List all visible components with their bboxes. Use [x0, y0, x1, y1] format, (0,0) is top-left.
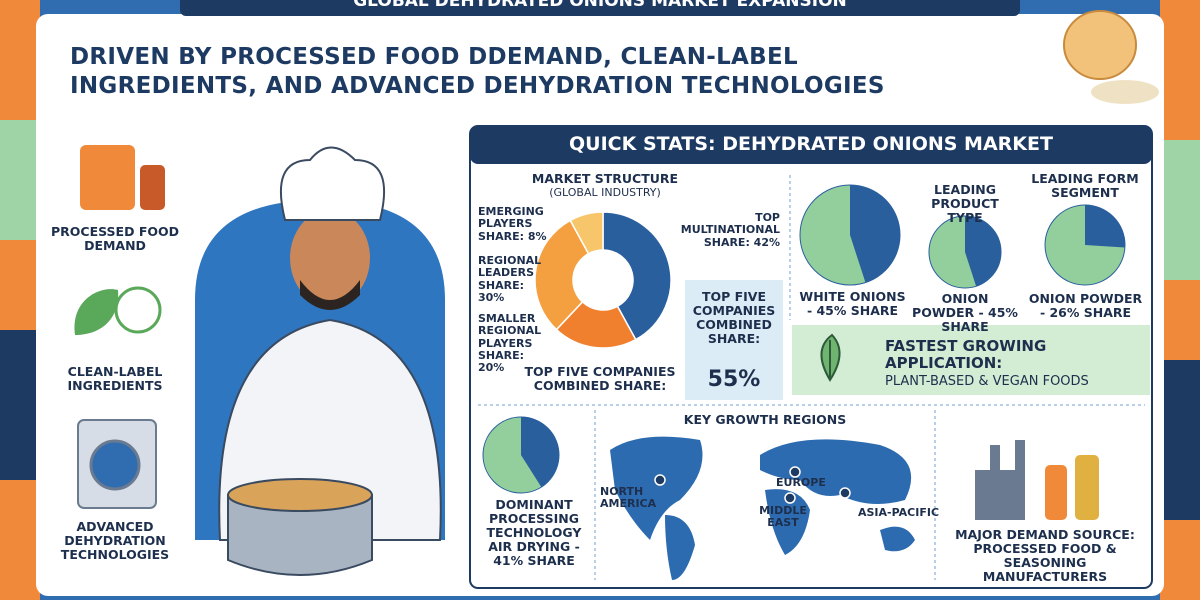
- donut-segment: [569, 211, 604, 255]
- pie-label: ONION POWDER - 45% SHARE: [912, 291, 1018, 334]
- pie-slice: [1085, 205, 1125, 248]
- application-title: FASTEST GROWING APPLICATION:: [885, 337, 1047, 372]
- pie-slice: [965, 216, 1001, 287]
- headline: DRIVEN BY PROCESSED FOOD DDEMAND, CLEAN-…: [70, 44, 798, 70]
- donut-segment: [534, 219, 590, 331]
- side-stripe: [1160, 360, 1200, 520]
- onion-powder: [1091, 80, 1159, 104]
- pie-slice: [521, 417, 559, 488]
- factory-icon: [975, 440, 1025, 520]
- side-stripe: [0, 120, 40, 240]
- region-label: NORTH AMERICA: [600, 485, 657, 511]
- segment-label: EMERGING PLAYERS SHARE: 8%: [478, 205, 547, 243]
- side-stripe: [0, 330, 40, 480]
- icon-food: [140, 165, 165, 210]
- icon-label: [114, 286, 162, 334]
- chef-head: [290, 210, 370, 306]
- top-five-label: TOP FIVE COMPANIES COMBINED SHARE:: [692, 289, 776, 346]
- segment-label: SMALLER REGIONAL PLAYERS SHARE: 20%: [478, 312, 542, 375]
- continent: [880, 526, 915, 552]
- region-label: ASIA-PACIFIC: [858, 506, 940, 519]
- stats-header: [470, 126, 1152, 164]
- continent: [765, 489, 810, 555]
- headline: INGREDIENTS, AND ADVANCED DEHYDRATION TE…: [70, 73, 885, 99]
- segment-label: REGIONAL LEADERS SHARE: 30%: [478, 254, 542, 304]
- side-stripe: [0, 0, 40, 600]
- application-value: PLANT-BASED & VEGAN FOODS: [885, 374, 1089, 389]
- region-label: EUROPE: [776, 476, 826, 489]
- top-five-box: [685, 280, 783, 400]
- sprout-icon: [820, 333, 841, 382]
- pie-label: WHITE ONIONS - 45% SHARE: [799, 289, 906, 318]
- spice-jar: [1045, 465, 1067, 520]
- stats-title: QUICK STATS: DEHYDRATED ONIONS MARKET: [569, 133, 1053, 155]
- regions-title: KEY GROWTH REGIONS: [683, 412, 847, 427]
- structure-footer: TOP FIVE COMPANIES COMBINED SHARE:: [524, 364, 676, 393]
- top-five-value: 55%: [707, 367, 761, 392]
- onion: [1063, 10, 1137, 80]
- map-pin: [789, 466, 801, 478]
- driver-label: PROCESSED FOOD DEMAND: [50, 224, 179, 253]
- pot-onions: [227, 478, 373, 512]
- map-pin: [784, 492, 796, 504]
- banner-title: GLOBAL DEHYDRATED ONIONS MARKET EXPANSIO…: [353, 0, 847, 11]
- driver-label: CLEAN-LABEL INGREDIENTS: [67, 364, 163, 393]
- icon-leaf: [74, 289, 119, 335]
- processing-label: DOMINANT PROCESSING TECHNOLOGY AIR DRYIN…: [486, 497, 582, 568]
- map-pin: [654, 474, 666, 486]
- continent: [760, 439, 912, 504]
- structure-title: MARKET STRUCTURE: [531, 171, 679, 186]
- continent: [665, 515, 695, 580]
- demand-label: MAJOR DEMAND SOURCE: PROCESSED FOOD & SE…: [955, 527, 1135, 584]
- spice-jar: [1075, 455, 1099, 520]
- chef-hat: [279, 146, 386, 221]
- continent: [610, 436, 703, 540]
- pie-label: ONION POWDER - 26% SHARE: [1028, 291, 1143, 320]
- icon-food: [80, 145, 135, 210]
- world-map: [610, 436, 915, 580]
- segment-label: TOP MULTINATIONAL SHARE: 42%: [680, 211, 780, 249]
- side-stripe: [1160, 140, 1200, 280]
- pie-slice: [850, 184, 900, 283]
- icon-dryer: [89, 439, 141, 491]
- application-band: [792, 325, 1150, 395]
- structure-subtitle: (GLOBAL INDUSTRY): [549, 186, 661, 199]
- pot: [227, 494, 373, 576]
- driver-label: ADVANCED DEHYDRATION TECHNOLOGIES: [60, 519, 170, 562]
- banner: [180, 0, 1020, 16]
- chef-beard: [300, 280, 360, 310]
- pie-heading: LEADING FORM SEGMENT: [1031, 171, 1139, 200]
- pie-heading: LEADING PRODUCT TYPE: [931, 182, 999, 225]
- region-label: MIDDLE EAST: [759, 504, 807, 530]
- map-pin: [839, 487, 851, 499]
- donut-segment: [602, 211, 672, 341]
